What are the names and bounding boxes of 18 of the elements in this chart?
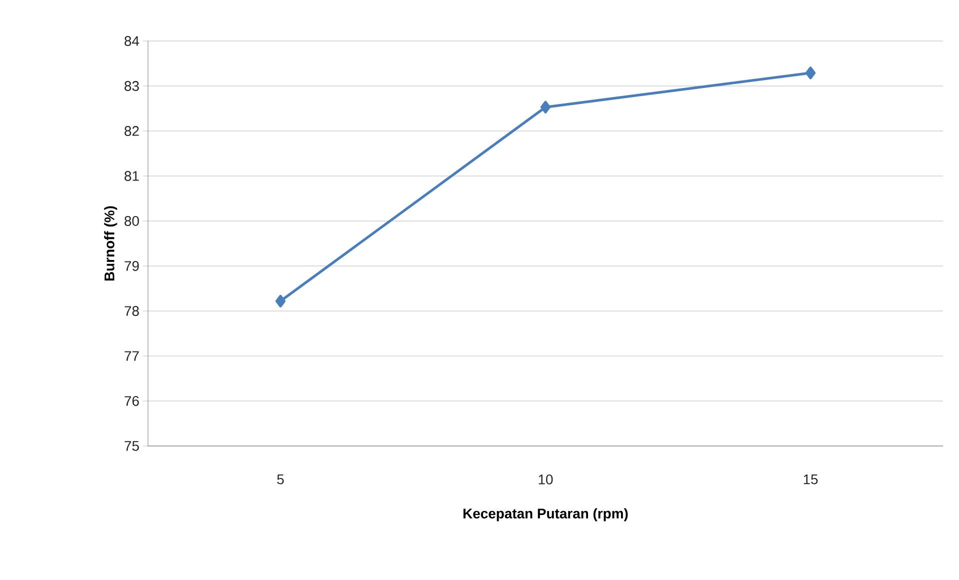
point	[540, 100, 551, 114]
y-tick-label: 80	[124, 216, 139, 226]
point	[805, 66, 816, 80]
x-tick-label: 15	[804, 474, 818, 484]
y-tick-label: 75	[124, 441, 139, 451]
y-tick-label: 82	[124, 126, 139, 136]
x-tick-label: 10	[538, 474, 553, 484]
y-tick-label: 84	[124, 36, 140, 46]
y-tick-label: 79	[124, 261, 139, 271]
point	[275, 294, 286, 308]
y-tick-label: 76	[124, 396, 139, 406]
x-tick-label: 5	[277, 474, 284, 484]
x-axis-title: Kecepatan Putaran (rpm)	[464, 508, 628, 522]
y-axis-title: Burnoff (%)	[104, 206, 118, 281]
y-tick-label: 83	[124, 81, 139, 91]
y-tick-label: 78	[124, 306, 139, 316]
y-tick-label: 77	[124, 351, 139, 361]
y-tick-label: 81	[124, 171, 139, 181]
